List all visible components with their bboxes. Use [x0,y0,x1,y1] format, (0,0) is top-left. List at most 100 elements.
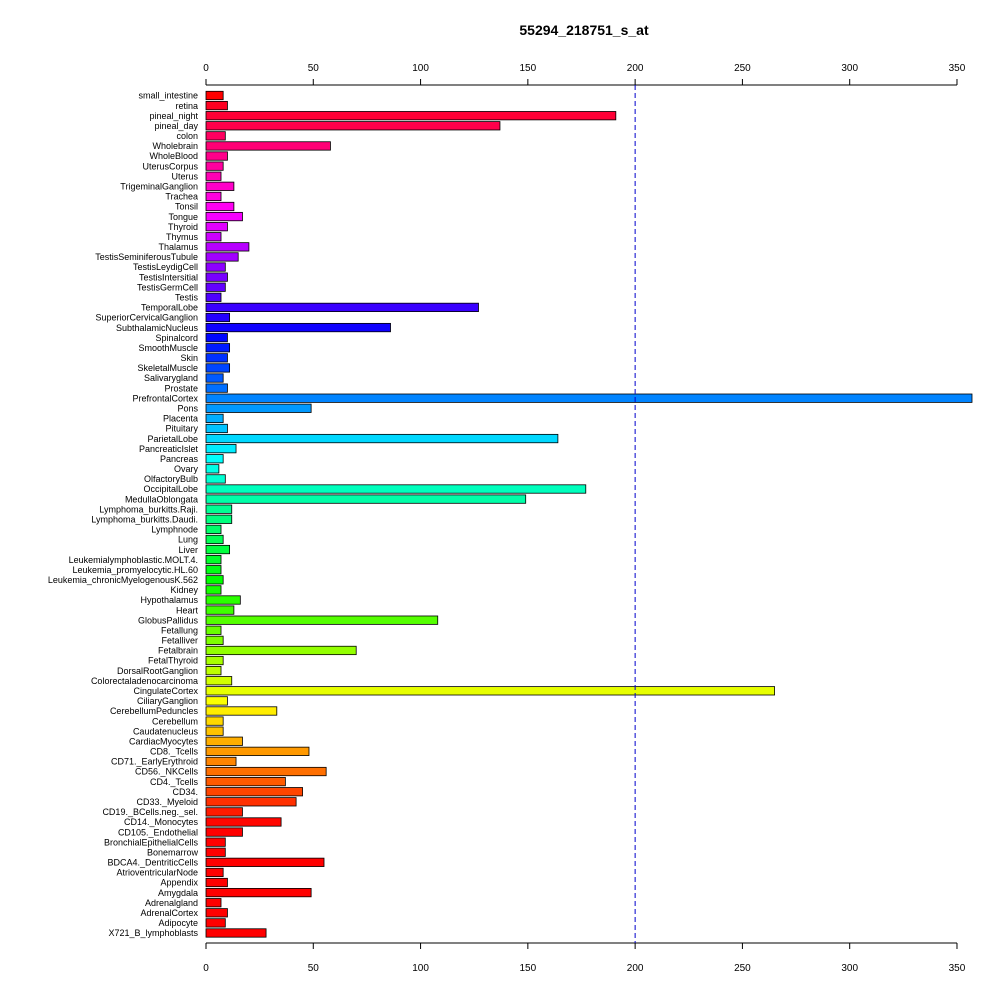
bar [205,918,226,928]
category-label: MedullaOblongata [125,494,198,504]
bar [205,363,231,373]
bar [205,211,243,222]
x-tick-label: 300 [841,63,858,74]
bar [205,504,233,514]
bar [205,242,250,252]
category-label: OlfactoryBulb [144,474,198,484]
x-tick-label: 0 [203,963,209,974]
bar [205,393,973,403]
bar [205,413,224,423]
x-tick-label: 100 [412,963,429,974]
bar [205,141,331,151]
category-label: pineal_night [149,111,198,121]
category-label: PrefrontalCortex [132,393,198,403]
category-label: WholeBlood [149,151,198,161]
bar [205,222,228,232]
bar [205,201,235,212]
bar [205,514,233,524]
bar [205,595,241,605]
category-label: TrigeminalGanglion [120,182,198,192]
bar [205,575,224,585]
bar [205,403,312,413]
bar [205,777,286,787]
x-tick-label: 50 [308,963,320,974]
category-label: CD14._Monocytes [124,817,199,827]
chart-title: 55294_218751_s_at [519,22,649,38]
category-label: Tonsil [175,202,198,212]
category-label: Thymus [166,232,199,242]
category-label: pineal_day [154,121,198,131]
category-label: Adrenalgland [145,898,198,908]
bar [205,343,231,353]
bar [205,716,224,726]
category-label: CD4._Tcells [150,777,199,787]
bar [205,807,243,817]
bar [205,151,228,161]
category-label: CardiacMyocytes [129,736,199,746]
bar [205,474,226,484]
top-x-axis: 0 50 100 150 200 250 300 350 [203,63,966,86]
bar [205,676,233,686]
category-label: Wholebrain [152,141,198,151]
bar [205,615,439,625]
category-label: Heart [176,605,199,615]
category-label: Thalamus [158,242,198,252]
category-label: Fetallung [161,625,198,635]
category-label: SkeletalMuscle [137,363,198,373]
category-label: BDCA4._DentriticCells [107,858,198,868]
bar [205,837,226,847]
bar [205,292,222,302]
bar [205,524,222,534]
category-label: Prostate [164,383,198,393]
x-tick-label: 150 [520,63,537,74]
bar [205,867,224,878]
category-label: colon [176,131,198,141]
x-tick-label: 350 [949,63,966,74]
bar [205,181,235,191]
category-label: CD8._Tcells [150,747,199,757]
bar [205,686,775,696]
bar [205,625,222,635]
category-label: CiliaryGanglion [137,696,198,706]
bar [205,131,226,141]
category-label: CD71._EarlyErythroid [111,757,198,767]
category-label: Hypothalamus [140,595,198,605]
category-label: Pancreas [160,454,199,464]
bar [205,373,224,383]
category-label: Thyroid [168,222,198,232]
category-label: retina [175,101,198,111]
bar [205,908,228,918]
bar [205,232,222,242]
bar [205,353,228,363]
category-label: UterusCorpus [142,161,198,171]
bar [205,847,226,857]
category-label: SubthalamicNucleus [116,323,199,333]
bar [205,312,231,323]
bar [205,756,237,767]
category-label: Caudatenucleus [133,726,199,736]
bar [205,787,303,797]
category-label: Pituitary [165,424,198,434]
category-label: Appendix [160,878,198,888]
category-label: Skin [180,353,198,363]
category-label: Leukemialymphoblastic.MOLT.4. [69,555,198,565]
bar [205,464,220,474]
bar [205,282,226,292]
category-label: CingulateCortex [133,686,198,696]
bar [205,111,617,121]
bar [205,454,224,464]
bar [205,494,527,504]
bar [205,746,310,756]
category-label: Pons [177,403,198,413]
category-label: Fetalbrain [158,646,198,656]
category-label: CerebellumPeduncles [110,706,199,716]
category-label: Bonemarrow [147,847,199,857]
x-tick-label: 150 [520,963,537,974]
x-tick-label: 0 [203,63,209,74]
bar [205,706,278,716]
category-label: Testis [175,293,199,303]
category-label: OccipitalLobe [143,484,198,494]
bar [205,161,224,171]
category-label: PancreaticIslet [139,444,199,454]
